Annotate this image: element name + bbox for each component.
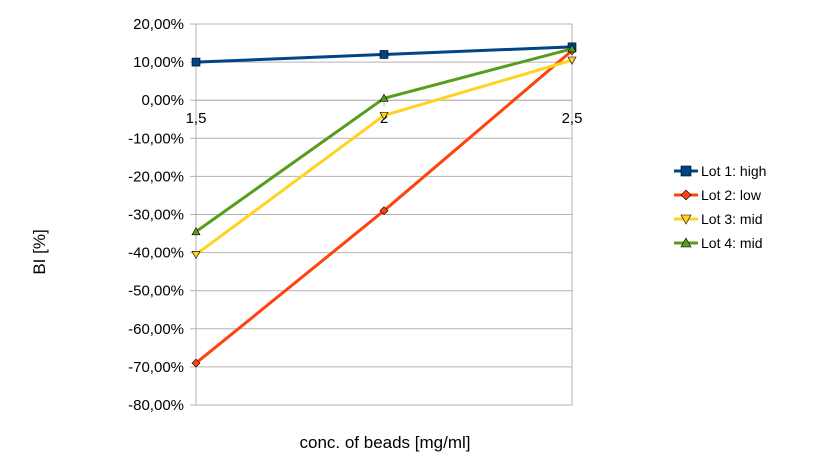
legend-marker bbox=[680, 214, 692, 225]
legend-marker bbox=[680, 165, 692, 177]
x-axis-title: conc. of beads [mg/ml] bbox=[299, 433, 470, 452]
series-2 bbox=[191, 46, 577, 368]
data-point bbox=[191, 57, 201, 67]
y-tick-label: -30,00% bbox=[128, 207, 184, 224]
legend-item: Lot 4: mid bbox=[674, 235, 762, 251]
legend-item: Lot 3: mid bbox=[674, 211, 762, 227]
x-tick-label: 1,5 bbox=[186, 110, 207, 127]
plot-area bbox=[195, 23, 573, 406]
x-tick-label: 2,5 bbox=[562, 110, 583, 127]
legend-label: Lot 4: mid bbox=[701, 235, 762, 251]
y-axis-title: BI [%] bbox=[30, 229, 49, 274]
legend-item: Lot 2: low bbox=[674, 187, 762, 203]
data-point bbox=[567, 44, 577, 53]
series-line bbox=[195, 58, 573, 256]
y-tick-label: -80,00% bbox=[128, 397, 184, 414]
y-tick-label: 0,00% bbox=[141, 92, 184, 109]
data-point bbox=[379, 111, 389, 121]
legend-label: Lot 2: low bbox=[701, 187, 762, 203]
y-tick-label: -40,00% bbox=[128, 245, 184, 262]
data-point bbox=[379, 93, 389, 102]
data-point bbox=[191, 358, 201, 368]
y-tick-label: -70,00% bbox=[128, 359, 184, 376]
legend-marker bbox=[680, 237, 692, 248]
legend-label: Lot 1: high bbox=[701, 163, 766, 179]
data-point bbox=[191, 251, 201, 260]
legend-marker bbox=[680, 189, 692, 201]
series-4 bbox=[191, 44, 577, 236]
series-layer bbox=[191, 42, 577, 368]
legend: Lot 1: high Lot 2: low Lot 3: mid Lot 4: mi… bbox=[674, 163, 766, 251]
y-tick-label: -10,00% bbox=[128, 130, 184, 147]
data-point bbox=[379, 50, 389, 59]
y-tick-label: 10,00% bbox=[133, 54, 184, 71]
legend-label: Lot 3: mid bbox=[701, 211, 762, 227]
data-point bbox=[567, 56, 577, 65]
y-tick-label: -50,00% bbox=[128, 283, 184, 300]
data-point bbox=[379, 206, 389, 216]
y-axis-ticks: 20,00% 10,00% 0,00% -10,00% -20,00% -30,00% -4… bbox=[128, 16, 184, 414]
y-tick-label: 20,00% bbox=[133, 16, 184, 33]
series-3 bbox=[191, 56, 577, 260]
legend-item: Lot 1: high bbox=[674, 163, 766, 179]
y-tick-label: -20,00% bbox=[128, 168, 184, 185]
y-tick-label: -60,00% bbox=[128, 321, 184, 338]
data-point bbox=[191, 227, 201, 236]
